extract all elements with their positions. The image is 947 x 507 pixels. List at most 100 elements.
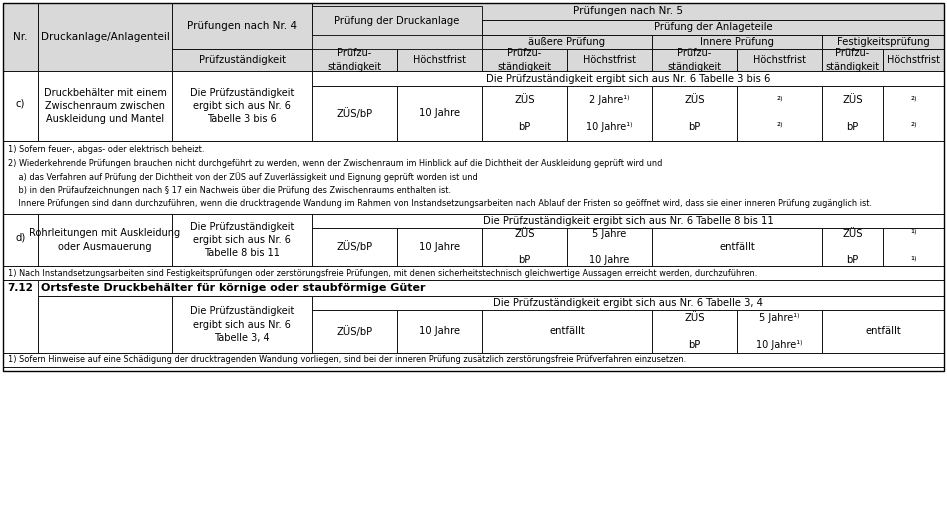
Bar [3,3,944,371]
Text: entfällt: entfällt [866,327,901,337]
Bar [3,353,944,367]
Bar [397,310,482,353]
Text: a) das Verfahren auf Prüfung der Dichtheit von der ZÜS auf Zuverlässigkeit und E: a) das Verfahren auf Prüfung der Dichthe… [8,172,477,182]
Text: Die Prüfzuständigkeit
ergibt sich aus Nr. 6
Tabelle 8 bis 11: Die Prüfzuständigkeit ergibt sich aus Nr… [189,222,295,258]
Text: Druckbehälter mit einem
Zwischenraum zwischen
Auskleidung und Mantel: Druckbehälter mit einem Zwischenraum zwi… [44,88,167,124]
Bar [172,49,312,71]
Bar [482,310,652,353]
Text: 5 Jahre

10 Jahre: 5 Jahre 10 Jahre [589,229,630,265]
Text: 2 Jahre¹⁾

10 Jahre¹⁾: 2 Jahre¹⁾ 10 Jahre¹⁾ [586,95,633,132]
Bar [38,214,172,266]
Text: Prüfungen nach Nr. 4: Prüfungen nach Nr. 4 [187,21,297,31]
Text: ²⁾

²⁾: ²⁾ ²⁾ [910,95,917,132]
Text: ¹⁾

¹⁾: ¹⁾ ¹⁾ [910,229,917,265]
Bar [3,3,944,71]
Text: 10 Jahre: 10 Jahre [419,327,460,337]
Text: Festigkeitsprüfung: Festigkeitsprüfung [836,37,929,47]
Bar [652,86,737,141]
Bar [652,310,737,353]
Bar [883,228,944,266]
Text: ZÜS

bP: ZÜS bP [685,313,705,350]
Bar [38,3,172,71]
Bar [3,3,38,71]
Text: Prüfung der Druckanlage: Prüfung der Druckanlage [334,16,459,25]
Text: 10 Jahre: 10 Jahre [419,108,460,119]
Bar [737,86,822,141]
Text: Höchstfrist: Höchstfrist [413,55,466,65]
Text: Prüfzuständigkeit: Prüfzuständigkeit [199,55,285,65]
Bar [312,71,944,86]
Bar [3,280,38,353]
Text: Prüfzu-
ständigkeit: Prüfzu- ständigkeit [668,48,722,71]
Text: ZÜS

bP: ZÜS bP [514,229,535,265]
Bar [883,86,944,141]
Bar [3,214,38,266]
Text: Innere Prüfungen sind dann durchzuführen, wenn die drucktragende Wandung im Rahm: Innere Prüfungen sind dann durchzuführen… [8,199,872,208]
Bar [482,86,567,141]
Text: entfällt: entfällt [719,242,755,252]
Bar [3,296,944,353]
Bar [172,296,312,353]
Text: ZÜS/bP: ZÜS/bP [336,326,372,337]
Text: Prüfungen nach Nr. 5: Prüfungen nach Nr. 5 [573,7,683,17]
Bar [883,49,944,71]
Text: ²⁾

²⁾: ²⁾ ²⁾ [777,95,783,132]
Text: ZÜS/bP: ZÜS/bP [336,108,372,119]
Text: Nr.: Nr. [13,32,27,42]
Bar [3,214,944,266]
Text: Rohrleitungen mit Auskleidung
oder Ausmauerung: Rohrleitungen mit Auskleidung oder Ausma… [29,228,181,251]
Text: 1) Sofern feuer-, abgas- oder elektrisch beheizt.: 1) Sofern feuer-, abgas- oder elektrisch… [8,146,205,155]
Text: entfällt: entfällt [549,327,585,337]
Text: 1) Nach Instandsetzungsarbeiten sind Festigkeitsprüfungen oder zerstörungsfreie : 1) Nach Instandsetzungsarbeiten sind Fes… [8,269,758,277]
Bar [482,49,567,71]
Bar [38,296,172,353]
Text: Höchstfrist: Höchstfrist [583,55,636,65]
Text: Höchstfrist: Höchstfrist [887,55,940,65]
Bar [822,86,883,141]
Bar [3,280,944,296]
Bar [38,71,172,141]
Text: ZÜS

bP: ZÜS bP [842,95,863,132]
Text: Höchstfrist: Höchstfrist [753,55,806,65]
Text: 1) Sofern Hinweise auf eine Schädigung der drucktragenden Wandung vorliegen, sin: 1) Sofern Hinweise auf eine Schädigung d… [8,355,687,365]
Bar [397,49,482,71]
Bar [312,310,397,353]
Text: b) in den Prüfaufzeichnungen nach § 17 ein Nachweis über die Prüfung des Zwische: b) in den Prüfaufzeichnungen nach § 17 e… [8,186,451,195]
Bar [312,296,944,310]
Text: ZÜS

bP: ZÜS bP [514,95,535,132]
Bar [822,310,944,353]
Text: d): d) [15,233,26,243]
Text: 7.12: 7.12 [8,283,33,293]
Text: Innere Prüfung: Innere Prüfung [700,37,774,47]
Text: Die Prüfzuständigkeit ergibt sich aus Nr. 6 Tabelle 3 bis 6: Die Prüfzuständigkeit ergibt sich aus Nr… [486,74,770,84]
Text: Die Prüfzuständigkeit
ergibt sich aus Nr. 6
Tabelle 3 bis 6: Die Prüfzuständigkeit ergibt sich aus Nr… [189,88,295,124]
Bar [312,49,397,71]
Text: 10 Jahre: 10 Jahre [419,242,460,252]
Text: Die Prüfzuständigkeit ergibt sich aus Nr. 6 Tabelle 8 bis 11: Die Prüfzuständigkeit ergibt sich aus Nr… [483,216,774,226]
Text: Prüfung der Anlageteile: Prüfung der Anlageteile [653,22,773,32]
Text: 5 Jahre¹⁾

10 Jahre¹⁾: 5 Jahre¹⁾ 10 Jahre¹⁾ [757,313,803,350]
Bar [567,86,652,141]
Bar [172,214,312,266]
Bar [567,49,652,71]
Bar [822,228,883,266]
Bar [482,20,944,35]
Bar [312,228,397,266]
Bar [3,367,944,371]
Bar [312,3,944,20]
Bar [3,141,944,214]
Text: 2) Wiederkehrende Prüfungen brauchen nicht durchgeführt zu werden, wenn der Zwis: 2) Wiederkehrende Prüfungen brauchen nic… [8,159,662,168]
Text: ZÜS/bP: ZÜS/bP [336,241,372,252]
Bar [822,35,944,49]
Bar [397,86,482,141]
Text: äußere Prüfung: äußere Prüfung [528,37,605,47]
Text: Druckanlage/Anlagenteil: Druckanlage/Anlagenteil [41,32,170,42]
Bar [482,228,567,266]
Text: Prüfzu-
ständigkeit: Prüfzu- ständigkeit [497,48,551,71]
Bar [482,35,652,49]
Bar [397,228,482,266]
Text: Die Prüfzuständigkeit
ergibt sich aus Nr. 6
Tabelle 3, 4: Die Prüfzuständigkeit ergibt sich aus Nr… [189,306,295,343]
Text: Die Prüfzuständigkeit ergibt sich aus Nr. 6 Tabelle 3, 4: Die Prüfzuständigkeit ergibt sich aus Nr… [493,298,763,308]
Text: Prüfzu-
ständigkeit: Prüfzu- ständigkeit [328,48,382,71]
Bar [3,71,38,141]
